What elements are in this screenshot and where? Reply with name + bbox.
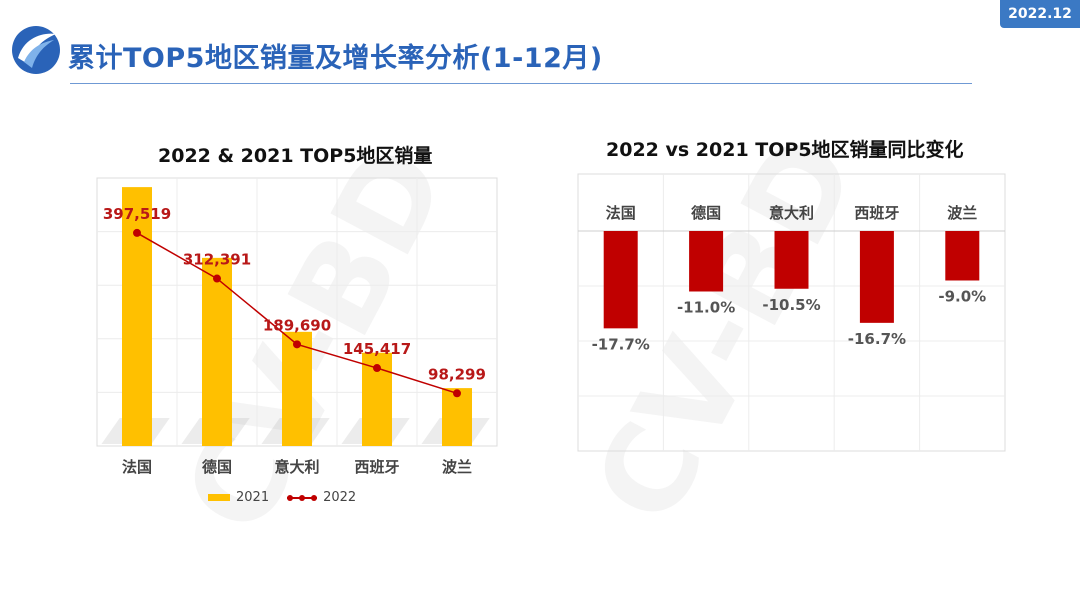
- change-label-3: -16.7%: [848, 330, 906, 348]
- legend-swatch-2021: [208, 494, 230, 501]
- legend-item-2021: 2021: [208, 490, 269, 505]
- legend-item-2022: 2022: [287, 490, 356, 505]
- change-label-2: -10.5%: [762, 296, 820, 314]
- x-tick-label-1: 德国: [202, 458, 232, 476]
- change-label-4: -9.0%: [938, 288, 986, 306]
- data-label-2022-4: 98,299: [428, 365, 486, 383]
- category-label-3: 西班牙: [854, 204, 899, 222]
- category-label-4: 波兰: [947, 204, 977, 222]
- page-title: 累计TOP5地区销量及增长率分析(1-12月): [68, 43, 603, 74]
- data-label-2022-2: 189,690: [263, 316, 331, 334]
- change-bar-2: [774, 231, 809, 289]
- category-label-0: 法国: [606, 204, 636, 222]
- point-2022-0: [133, 228, 141, 237]
- point-2022-1: [213, 274, 221, 283]
- x-tick-label-3: 西班牙: [354, 458, 399, 476]
- legend-swatch-2022: [287, 494, 318, 501]
- date-badge: 2022.12: [1000, 0, 1080, 28]
- point-2022-2: [293, 340, 301, 349]
- bar-2021-1: [202, 257, 232, 446]
- x-tick-label-2: 意大利: [274, 458, 319, 476]
- bar-2021-2: [282, 331, 312, 446]
- left-chart-legend: 2021 2022: [208, 490, 356, 505]
- change-bar-1: [689, 231, 724, 292]
- change-bar-4: [945, 231, 980, 281]
- change-bar-3: [859, 231, 894, 323]
- legend-label-2022: 2022: [323, 490, 357, 505]
- change-label-1: -11.0%: [677, 299, 735, 317]
- point-2022-4: [453, 389, 461, 398]
- change-bar-0: [603, 231, 638, 329]
- right-chart-title: 2022 vs 2021 TOP5地区销量同比变化: [606, 139, 964, 161]
- legend-label-2021: 2021: [236, 490, 270, 505]
- category-label-2: 意大利: [769, 204, 814, 222]
- x-tick-label-4: 波兰: [442, 458, 472, 476]
- bar-2021-4: [442, 388, 472, 446]
- logo-icon: [12, 26, 60, 74]
- title-divider: [70, 83, 972, 84]
- point-2022-3: [373, 364, 381, 373]
- data-label-2022-1: 312,391: [183, 251, 251, 269]
- plot-area: [577, 173, 1006, 452]
- data-label-2022-0: 397,519: [103, 205, 171, 223]
- change-label-0: -17.7%: [592, 335, 650, 353]
- left-chart-title: 2022 & 2021 TOP5地区销量: [158, 145, 433, 167]
- data-label-2022-3: 145,417: [343, 340, 411, 358]
- category-label-1: 德国: [691, 204, 721, 222]
- x-tick-label-0: 法国: [122, 458, 152, 476]
